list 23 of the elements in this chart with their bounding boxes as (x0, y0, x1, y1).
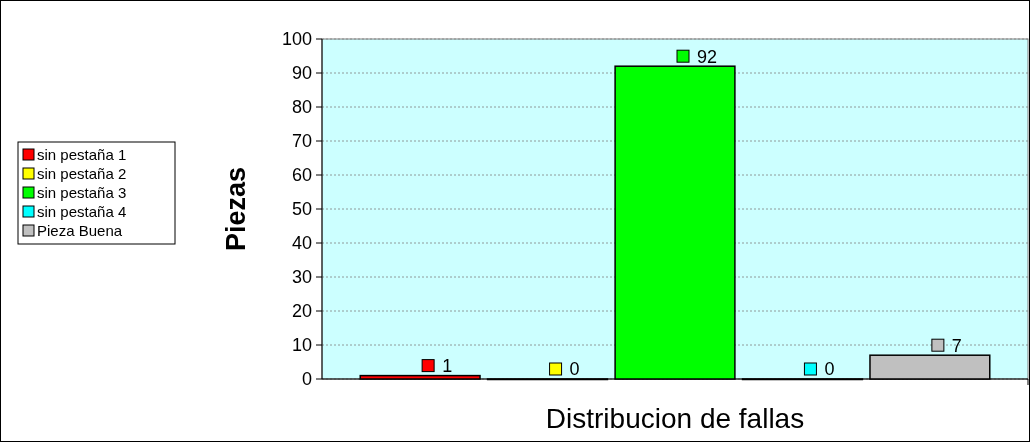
legend-label: sin pestaña 2 (37, 164, 127, 182)
y-tick-label: 70 (291, 131, 312, 152)
legend-label: sin pestaña 1 (37, 145, 127, 163)
legend-label: Pieza Buena (37, 221, 123, 239)
data-label: 92 (697, 46, 718, 67)
data-label: 0 (824, 359, 835, 380)
x-axis-title: Distribucion de fallas (545, 403, 805, 434)
data-label: 7 (951, 335, 962, 356)
y-tick-label: 0 (301, 369, 312, 390)
y-tick-label: 50 (291, 199, 312, 220)
y-tick-label: 80 (291, 97, 312, 118)
y-tick-label: 20 (291, 301, 312, 322)
data-label: 1 (442, 355, 453, 376)
legend-label: sin pestaña 3 (37, 183, 127, 201)
legend-label: sin pestaña 4 (37, 202, 127, 220)
data-label: 0 (569, 359, 580, 380)
y-tick-label: 40 (291, 233, 312, 254)
y-tick-label: 100 (281, 29, 312, 50)
y-tick-label: 10 (291, 335, 312, 356)
y-tick-label: 90 (291, 63, 312, 84)
y-tick-label: 30 (291, 267, 312, 288)
y-axis-title: Piezas (221, 166, 251, 252)
y-tick-label: 60 (291, 165, 312, 186)
